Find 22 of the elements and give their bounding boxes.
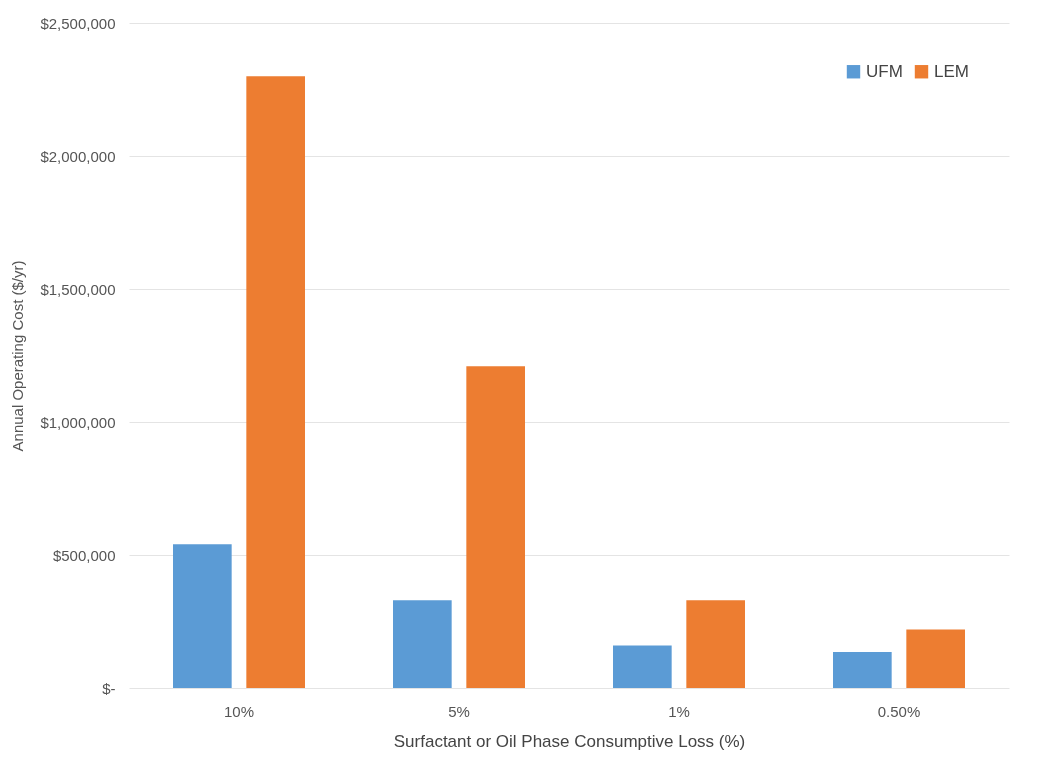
bar (246, 76, 305, 688)
x-tick-label: 5% (448, 702, 470, 720)
x-tick-label: 0.50% (877, 702, 921, 720)
bar (466, 366, 525, 688)
bar (906, 629, 965, 688)
bar (833, 652, 892, 688)
x-tick-label: 10% (223, 702, 255, 720)
y-tick-label: $1,000,000 (40, 413, 116, 431)
legend-label: LEM (934, 61, 969, 81)
y-tick-label: $2,000,000 (40, 147, 116, 165)
bar (393, 600, 452, 688)
bar (613, 645, 672, 688)
y-axis-title: Annual Operating Cost ($/yr) (9, 260, 27, 452)
legend-label: UFM (866, 61, 903, 81)
bar (686, 600, 745, 688)
y-tick-label: $- (102, 679, 116, 697)
y-tick-label: $1,500,000 (40, 280, 116, 298)
y-tick-label: $2,500,000 (40, 14, 116, 32)
x-axis-title: Surfactant or Oil Phase Consumptive Loss (%) (393, 731, 746, 751)
bar (173, 544, 232, 688)
x-tick-label: 1% (668, 702, 690, 720)
y-tick-label: $500,000 (52, 546, 116, 564)
